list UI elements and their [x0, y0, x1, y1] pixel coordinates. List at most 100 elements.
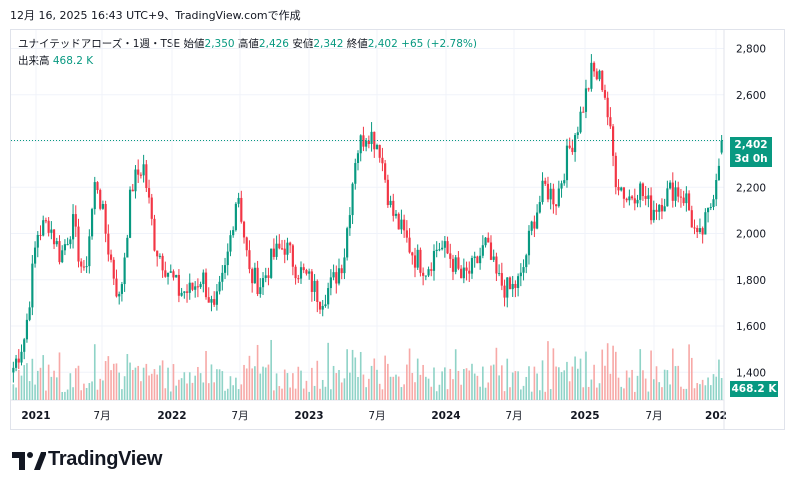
volume-bar	[392, 376, 395, 400]
candle-body	[563, 180, 566, 184]
candle-body	[58, 241, 61, 263]
candle-body	[286, 242, 289, 255]
candle-body	[283, 248, 286, 255]
candle-body	[365, 140, 368, 147]
candle-body	[536, 212, 539, 229]
volume-bar	[614, 351, 617, 400]
volume-bar	[197, 366, 199, 400]
volume-bar	[525, 376, 528, 400]
candle-body	[492, 256, 495, 260]
candle-body	[511, 283, 514, 290]
candle-body	[185, 291, 189, 293]
candle-body	[50, 229, 53, 233]
y-tick-label: 2,200	[736, 182, 766, 194]
volume-bar	[313, 385, 316, 400]
volume-bar	[547, 341, 549, 400]
candle-body	[109, 254, 113, 260]
candle-body	[538, 202, 541, 213]
volume-bar	[121, 389, 123, 400]
candle-body	[164, 270, 167, 277]
volume-bar	[701, 379, 704, 400]
candle-body	[587, 88, 590, 90]
candle-body	[579, 111, 582, 133]
volume-bar	[690, 357, 693, 400]
candle-body	[77, 226, 80, 262]
volume-bar	[80, 390, 83, 400]
candle-body	[451, 258, 455, 272]
candle-body	[131, 189, 134, 192]
volume-bar	[302, 388, 305, 400]
candle-body	[397, 213, 400, 230]
volume-bar	[262, 366, 264, 400]
volume-bar	[577, 368, 579, 400]
candle-body	[400, 219, 403, 230]
high-value: 2,426	[258, 38, 289, 50]
y-tick-label: 1,800	[736, 275, 766, 287]
candle-body	[71, 214, 75, 240]
y-tick-label: 1,600	[736, 321, 766, 333]
volume-bar	[528, 366, 530, 400]
volume-bar	[96, 389, 99, 400]
volume-bar	[213, 382, 215, 400]
candle-body	[302, 267, 305, 271]
volume-bar	[278, 386, 281, 400]
volume-bar	[118, 372, 121, 400]
candle-body	[20, 351, 23, 363]
volume-bar	[604, 365, 606, 400]
candle-body	[576, 132, 579, 136]
candle-body	[367, 140, 370, 144]
candle-body	[305, 270, 308, 274]
volume-bar	[373, 358, 376, 400]
candle-body	[454, 257, 457, 272]
candle-body	[61, 250, 64, 263]
candle-body	[479, 255, 482, 264]
x-tick-label: 2021	[21, 410, 50, 422]
volume-bar	[281, 388, 283, 400]
y-tick-label: 2,000	[736, 229, 766, 241]
candle-body	[69, 239, 72, 245]
volume-bar	[595, 387, 598, 400]
brand-name: TradingView	[48, 448, 163, 470]
volume-bar	[463, 369, 465, 400]
candle-body	[310, 271, 313, 292]
candle-body	[145, 164, 148, 189]
candle-body	[33, 247, 37, 264]
volume-bar	[579, 358, 582, 400]
volume-bar	[666, 370, 669, 400]
candle-body	[709, 206, 712, 208]
candle-body	[668, 182, 672, 189]
candle-body	[424, 275, 427, 277]
candle-body	[568, 145, 571, 148]
candle-body	[419, 249, 422, 273]
candle-body	[74, 214, 77, 227]
candle-body	[204, 272, 208, 298]
volume-bar	[460, 384, 462, 400]
volume-bar	[343, 378, 346, 400]
candle-body	[340, 268, 343, 274]
volume-bar	[465, 368, 468, 400]
volume-bar	[357, 376, 359, 400]
volume-bar	[696, 383, 699, 400]
candle-body	[441, 247, 444, 250]
volume-bar	[83, 383, 85, 400]
y-tick-label: 2,600	[736, 90, 766, 102]
candle-body	[36, 234, 39, 248]
candle-body	[321, 306, 324, 310]
volume-bar	[74, 368, 77, 400]
volume-bar	[175, 385, 177, 400]
volume-bar	[55, 377, 58, 400]
volume-bar	[389, 376, 392, 400]
candle-body	[403, 219, 406, 231]
candle-body	[196, 286, 199, 288]
candle-body	[555, 204, 558, 207]
volume-bar	[12, 384, 15, 400]
symbol-label[interactable]: ユナイテッドアローズ・1週・TSE	[18, 38, 181, 50]
x-tick-label: 2024	[431, 410, 460, 422]
candle-body	[704, 212, 707, 235]
candle-body	[348, 215, 351, 229]
volume-legend: 出来高 468.2 K	[18, 53, 93, 68]
volume-bar	[240, 384, 243, 400]
candle-body	[508, 277, 512, 290]
volume-bar	[395, 374, 397, 400]
